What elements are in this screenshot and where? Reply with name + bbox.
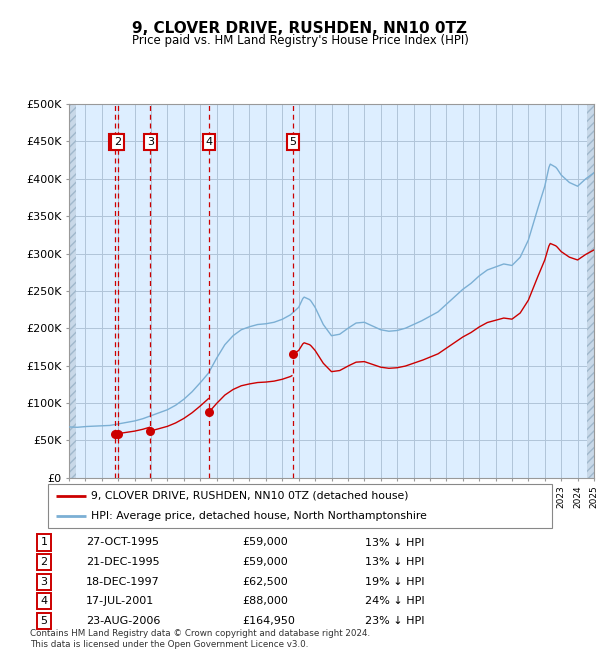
Bar — [587, 104, 594, 478]
Bar — [69, 104, 76, 478]
Text: 4: 4 — [40, 596, 47, 606]
Text: Price paid vs. HM Land Registry's House Price Index (HPI): Price paid vs. HM Land Registry's House … — [131, 34, 469, 47]
Text: 19% ↓ HPI: 19% ↓ HPI — [365, 577, 424, 587]
Text: 1: 1 — [112, 137, 119, 147]
Text: 13% ↓ HPI: 13% ↓ HPI — [365, 557, 424, 567]
Text: 24% ↓ HPI: 24% ↓ HPI — [365, 596, 424, 606]
Text: £59,000: £59,000 — [242, 557, 288, 567]
Text: 4: 4 — [206, 137, 212, 147]
Text: 3: 3 — [40, 577, 47, 587]
Text: 18-DEC-1997: 18-DEC-1997 — [86, 577, 160, 587]
Text: £62,500: £62,500 — [242, 577, 288, 587]
Text: £88,000: £88,000 — [242, 596, 288, 606]
Text: 5: 5 — [40, 616, 47, 626]
Text: 9, CLOVER DRIVE, RUSHDEN, NN10 0TZ (detached house): 9, CLOVER DRIVE, RUSHDEN, NN10 0TZ (deta… — [91, 491, 409, 500]
Text: 23% ↓ HPI: 23% ↓ HPI — [365, 616, 424, 626]
Text: 23-AUG-2006: 23-AUG-2006 — [86, 616, 160, 626]
Text: HPI: Average price, detached house, North Northamptonshire: HPI: Average price, detached house, Nort… — [91, 511, 427, 521]
Text: 1: 1 — [40, 538, 47, 547]
Text: 27-OCT-1995: 27-OCT-1995 — [86, 538, 159, 547]
Text: 2: 2 — [40, 557, 47, 567]
Bar — [69, 104, 76, 478]
FancyBboxPatch shape — [48, 484, 552, 528]
Text: 21-DEC-1995: 21-DEC-1995 — [86, 557, 160, 567]
Text: 5: 5 — [289, 137, 296, 147]
Text: Contains HM Land Registry data © Crown copyright and database right 2024.
This d: Contains HM Land Registry data © Crown c… — [30, 629, 370, 649]
Bar — [587, 104, 594, 478]
Text: 3: 3 — [147, 137, 154, 147]
Text: £164,950: £164,950 — [242, 616, 295, 626]
Text: 17-JUL-2001: 17-JUL-2001 — [86, 596, 154, 606]
Text: 2: 2 — [114, 137, 121, 147]
Text: £59,000: £59,000 — [242, 538, 288, 547]
Text: 13% ↓ HPI: 13% ↓ HPI — [365, 538, 424, 547]
Text: 9, CLOVER DRIVE, RUSHDEN, NN10 0TZ: 9, CLOVER DRIVE, RUSHDEN, NN10 0TZ — [133, 21, 467, 36]
